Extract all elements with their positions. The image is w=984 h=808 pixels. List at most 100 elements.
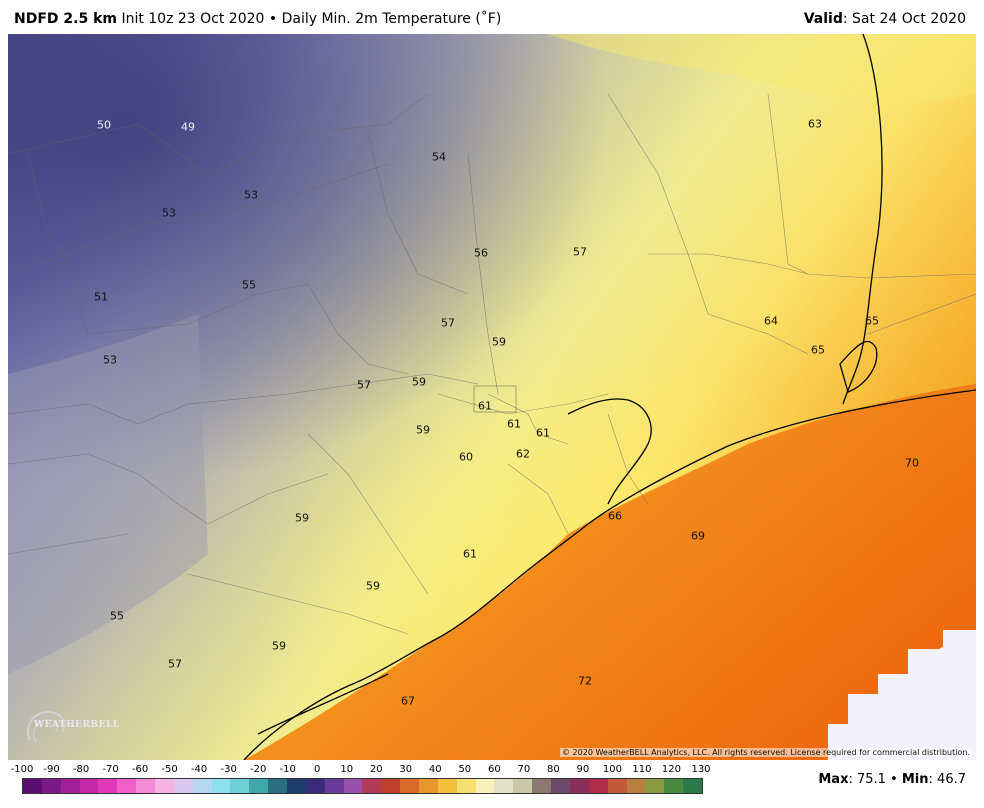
map-stats: Max: 75.1 • Min: 46.7 xyxy=(818,772,966,787)
scale-color-segment xyxy=(23,779,42,793)
scale-color-segment xyxy=(343,779,363,793)
scale-color-segment xyxy=(588,779,608,793)
temperature-map[interactable]: 50 49 54 53 53 63 56 57 51 55 57 64 65 59 65 53 57 59 61 61… xyxy=(8,34,976,760)
scale-color-segment xyxy=(324,779,344,793)
scale-color-segment xyxy=(155,779,174,793)
valid-time: Valid: Sat 24 Oct 2020 xyxy=(804,11,966,27)
temperature-value-label: 69 xyxy=(691,529,705,543)
scale-color-bar xyxy=(22,778,703,794)
scale-tick-label: -30 xyxy=(220,764,237,775)
scale-tick-label: -90 xyxy=(43,764,60,775)
scale-color-segment xyxy=(79,779,99,793)
scale-color-segment xyxy=(287,779,306,793)
scale-color-segment xyxy=(117,779,137,793)
copyright-notice: © 2020 WeatherBELL Analytics, LLC. All r… xyxy=(560,748,972,757)
temperature-value-label: 57 xyxy=(357,378,371,392)
scale-color-segment xyxy=(607,779,627,793)
scale-color-segment xyxy=(437,779,457,793)
temperature-value-label: 64 xyxy=(764,314,778,328)
logo-text: WEATHERBELL xyxy=(34,720,120,730)
scale-color-segment xyxy=(41,779,61,793)
scale-color-segment xyxy=(362,779,382,793)
model-name: NDFD 2.5 km xyxy=(14,11,117,27)
scale-color-segment xyxy=(98,779,118,793)
temperature-value-label: 62 xyxy=(516,447,530,461)
scale-color-segment xyxy=(626,779,646,793)
scale-color-segment xyxy=(211,779,231,793)
scale-color-segment xyxy=(192,779,212,793)
temperature-value-label: 65 xyxy=(811,343,825,357)
scale-color-segment xyxy=(513,779,533,793)
scale-tick-label: -20 xyxy=(250,764,267,775)
temperature-value-label: 66 xyxy=(608,509,622,523)
temperature-value-label: 61 xyxy=(478,399,492,413)
scale-color-segment xyxy=(173,779,193,793)
max-value: : 75.1 xyxy=(848,772,886,787)
temperature-value-label: 61 xyxy=(507,417,521,431)
temperature-value-label: 59 xyxy=(366,579,380,593)
temperature-value-label: 63 xyxy=(808,117,822,131)
max-label: Max xyxy=(818,772,849,787)
scale-tick-label: 130 xyxy=(691,764,711,775)
scale-tick-label: 120 xyxy=(661,764,682,775)
scale-color-segment xyxy=(136,779,156,793)
scale-tick-label: 110 xyxy=(632,764,652,775)
temperature-value-label: 59 xyxy=(272,639,286,653)
temperature-value-label: 61 xyxy=(463,547,477,561)
scale-color-segment xyxy=(456,779,476,793)
color-scale: -100 -90 -80 -70 -60 -50 -40 -30 -20 -10 0 10 20 30 40… xyxy=(8,762,711,802)
temperature-value-label: 50 xyxy=(97,118,111,132)
temperature-value-label: 53 xyxy=(103,353,117,367)
scale-tick-label: 80 xyxy=(547,764,560,775)
scale-color-segment xyxy=(569,779,589,793)
temperature-value-label: 70 xyxy=(905,456,919,470)
weatherbell-logo: WEATHERBELL xyxy=(22,706,119,748)
temperature-value-label: 55 xyxy=(242,278,256,292)
logo-swirl-icon xyxy=(27,710,66,743)
scale-color-segment xyxy=(60,779,80,793)
scale-tick-label: -50 xyxy=(161,764,178,775)
stats-separator: • xyxy=(885,772,902,787)
map-header: NDFD 2.5 km Init 10z 23 Oct 2020 • Daily… xyxy=(0,0,984,34)
temperature-value-label: 59 xyxy=(492,335,506,349)
min-value: : 46.7 xyxy=(928,772,966,787)
min-label: Min xyxy=(901,772,929,787)
scale-color-segment xyxy=(305,779,325,793)
scale-color-segment xyxy=(645,779,665,793)
temperature-value-label: 59 xyxy=(295,511,309,525)
valid-label: Valid xyxy=(803,11,843,27)
temperature-value-label: 55 xyxy=(110,609,124,623)
scale-tick-label: 50 xyxy=(458,764,472,775)
scale-color-segment xyxy=(230,779,250,793)
scale-color-segment xyxy=(249,779,269,793)
scale-color-segment xyxy=(664,779,684,793)
temperature-value-label: 59 xyxy=(412,375,426,389)
scale-tick-label: -80 xyxy=(72,764,90,775)
scale-tick-label: -70 xyxy=(102,764,119,775)
temperature-value-label: 53 xyxy=(162,206,176,220)
temperature-value-label: 49 xyxy=(181,120,195,134)
temperature-value-label: 57 xyxy=(168,657,182,671)
scale-tick-label: -10 xyxy=(279,764,296,775)
temperature-value-label: 57 xyxy=(441,316,455,330)
scale-color-segment xyxy=(683,779,702,793)
scale-color-segment xyxy=(381,779,401,793)
temperature-value-label: 59 xyxy=(416,423,430,437)
scale-color-segment xyxy=(532,779,552,793)
scale-tick-label: 40 xyxy=(428,764,442,775)
scale-tick-label: 30 xyxy=(399,764,413,775)
scale-tick-label: 60 xyxy=(487,764,501,775)
temperature-value-label: 54 xyxy=(432,150,446,164)
scale-tick-label: 70 xyxy=(517,764,531,775)
scale-color-segment xyxy=(419,779,438,793)
scale-tick-label: -60 xyxy=(131,764,149,775)
scale-tick-labels: -100 -90 -80 -70 -60 -50 -40 -30 -20 -10 0 10 20 30 40… xyxy=(8,764,711,778)
scale-color-segment xyxy=(551,779,570,793)
temperature-value-label: 56 xyxy=(474,246,488,260)
temperature-value-label: 61 xyxy=(536,426,550,440)
scale-tick-label: 10 xyxy=(340,764,354,775)
run-description: Init 10z 23 Oct 2020 • Daily Min. 2m Tem… xyxy=(121,11,502,27)
temperature-value-label: 72 xyxy=(578,674,592,688)
temperature-value-label: 67 xyxy=(401,694,415,708)
temperature-value-label: 53 xyxy=(244,188,258,202)
